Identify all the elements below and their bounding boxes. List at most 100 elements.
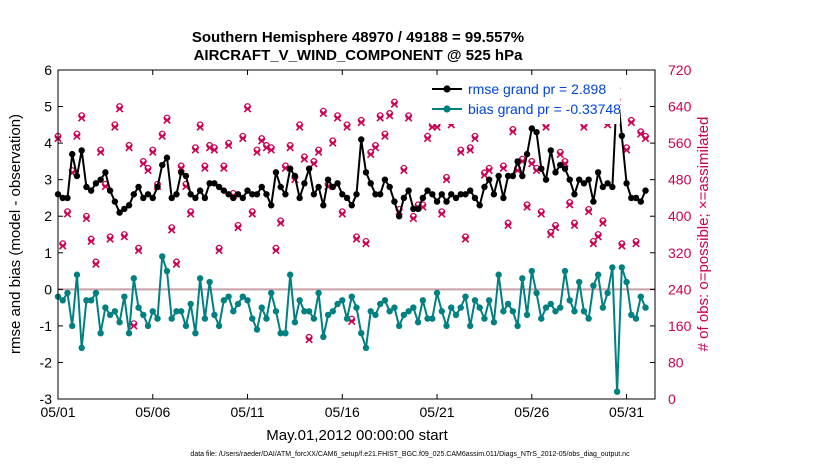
rmse-point: [414, 205, 422, 213]
obs-assimilated-marker: [371, 143, 380, 152]
obs-assimilated-marker: [385, 111, 394, 120]
obs-assimilated-marker: [125, 143, 133, 152]
rmse-point: [310, 191, 318, 198]
bias-point: [239, 293, 246, 300]
rmse-point: [173, 191, 180, 198]
obs-assimilated-marker: [234, 223, 242, 232]
obs-assimilated-marker: [641, 134, 650, 143]
bias-point: [632, 315, 640, 322]
obs-assimilated-marker: [186, 210, 195, 218]
bias-point: [348, 293, 355, 300]
rmse-point: [282, 191, 289, 198]
bias-point: [485, 297, 493, 304]
rmse-point: [490, 191, 498, 198]
obs-assimilated-marker: [594, 233, 602, 241]
bias-point: [196, 275, 204, 282]
bias-point: [566, 297, 573, 304]
legend: rmse grand pr = 2.898 bias grand pr = -0…: [430, 80, 621, 124]
obs-assimilated-marker: [333, 114, 342, 122]
rmse-point: [78, 147, 85, 154]
bias-point: [97, 330, 104, 337]
rmse-point: [362, 169, 370, 176]
x-axis-label: May.01,2012 00:00:00 start: [266, 427, 448, 444]
bias-point: [192, 330, 199, 337]
bias-point: [125, 330, 133, 337]
y-axis-left-label: rmse and bias (model - observation): [7, 114, 24, 354]
bias-series-layer: [54, 253, 649, 395]
bias-point: [263, 315, 270, 322]
rmse-point: [632, 194, 640, 202]
obs-assimilated-marker: [599, 219, 607, 227]
bias-point: [528, 267, 536, 275]
rmse-point: [301, 180, 308, 187]
rmse-point: [552, 169, 559, 176]
bias-point: [395, 322, 403, 330]
bias-point: [220, 297, 228, 304]
rmse-point: [481, 183, 488, 191]
rmse-point: [547, 147, 554, 154]
y-right-tick-label: 480: [668, 172, 692, 188]
obs-assimilated-marker: [618, 242, 626, 250]
bias-point: [343, 315, 351, 322]
y-left-tick-label: 4: [44, 135, 52, 151]
rmse-point: [400, 194, 408, 202]
bias-point: [177, 308, 185, 315]
rmse-point: [111, 198, 119, 205]
obs-assimilated-marker: [310, 159, 318, 168]
bias-point: [173, 308, 180, 315]
rmse-point: [575, 176, 583, 183]
obs-assimilated-marker: [63, 210, 72, 218]
rmse-series-layer: [54, 85, 649, 220]
rmse-point: [182, 172, 190, 180]
bias-point: [329, 308, 337, 315]
obs-assimilated-marker: [243, 105, 252, 113]
bias-point: [130, 275, 138, 282]
rmse-point: [462, 191, 469, 198]
rmse-point: [438, 191, 445, 198]
obs-assimilated-marker: [224, 141, 233, 150]
rmse-point: [305, 165, 313, 172]
bias-point: [538, 315, 545, 322]
y-axis-left-ticks: -3 -2 -1 0 1 2 3 4 5 6: [40, 62, 63, 407]
bias-point: [215, 322, 223, 330]
rmse-point: [557, 161, 564, 169]
rmse-point: [159, 161, 166, 169]
rmse-point: [509, 172, 517, 180]
bias-point: [495, 271, 502, 278]
obs-assimilated-marker: [537, 210, 546, 218]
bias-point: [514, 322, 521, 330]
bias-point: [272, 308, 280, 315]
rmse-point: [343, 194, 351, 202]
obs-assimilated-marker: [499, 164, 508, 173]
rmse-point: [206, 180, 213, 187]
bias-point: [367, 308, 374, 315]
obs-assimilated-marker: [556, 150, 565, 159]
rmse-point: [277, 183, 284, 191]
bias-point: [585, 315, 592, 322]
bias-point: [253, 326, 261, 333]
obs-assimilated-marker: [466, 146, 474, 154]
bias-point: [149, 308, 156, 315]
obs-assimilated-marker: [196, 123, 204, 131]
legend-box: [430, 80, 620, 124]
bias-point: [414, 319, 422, 326]
rmse-point: [324, 176, 332, 183]
rmse-point: [580, 180, 588, 187]
legend-bias-marker: [443, 105, 451, 113]
obs-assimilated-marker: [295, 123, 304, 131]
rmse-point: [571, 191, 578, 198]
y-left-tick-label: -1: [40, 318, 53, 334]
bias-point: [552, 308, 559, 315]
obs-assimilated-marker: [77, 114, 86, 122]
y-right-tick-label: 320: [668, 245, 692, 261]
bias-point: [599, 304, 607, 311]
bias-point: [163, 267, 171, 275]
obs-assimilated-marker: [220, 164, 228, 173]
bias-point: [476, 304, 483, 311]
bias-point: [225, 293, 232, 300]
bias-point: [362, 344, 370, 352]
bias-point: [623, 278, 630, 286]
rmse-point: [485, 176, 493, 183]
rmse-point: [140, 194, 147, 202]
bias-point: [386, 308, 393, 315]
